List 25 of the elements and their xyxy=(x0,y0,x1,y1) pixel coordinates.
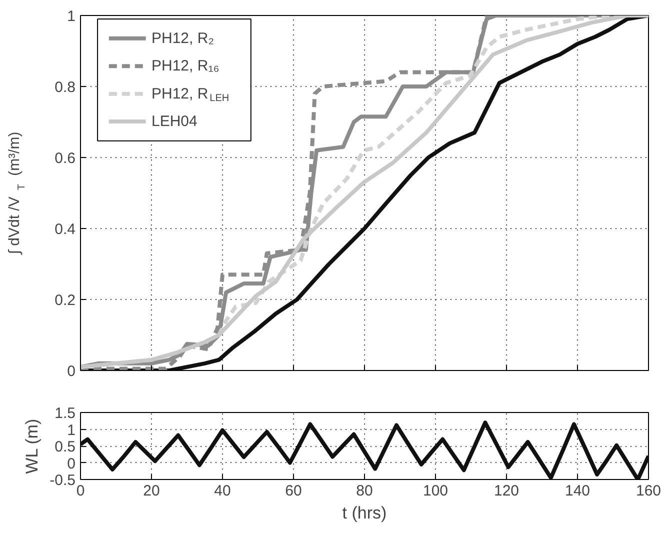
legend-label: PH12, R₂ xyxy=(152,30,214,47)
y-tick-label: 1 xyxy=(67,422,76,439)
x-tick-label: 40 xyxy=(214,482,231,500)
y-tick-label: 0.6 xyxy=(54,150,76,167)
y-tick-label: 0 xyxy=(67,363,76,380)
legend-label: LEH04 xyxy=(152,113,198,130)
x-tick-label: 140 xyxy=(564,482,590,500)
y-tick-label: -0.5 xyxy=(50,472,76,489)
y-axis-title: ∫ dVdt /VT (m³/m) xyxy=(6,132,28,256)
x-tick-label: 20 xyxy=(143,482,160,500)
y-tick-label: 0.5 xyxy=(54,438,76,456)
y-tick-label: 0.2 xyxy=(54,292,76,309)
x-axis-title: t (hrs) xyxy=(342,504,387,522)
x-tick-label: 100 xyxy=(422,482,448,500)
legend-label: PH12, R₁₆ xyxy=(152,58,220,75)
y-tick-label: 1 xyxy=(67,8,76,25)
x-tick-label: 120 xyxy=(494,482,520,500)
x-tick-label: 60 xyxy=(285,482,302,500)
y-tick-label: 0 xyxy=(67,455,76,472)
y-tick-label: 0.4 xyxy=(54,221,76,238)
y-tick-label: 1.5 xyxy=(54,405,76,422)
y-axis-title: WL (m) xyxy=(22,418,42,474)
x-tick-label: 80 xyxy=(356,482,373,500)
y-tick-label: 0.8 xyxy=(54,79,76,96)
x-tick-label: 160 xyxy=(636,482,662,500)
